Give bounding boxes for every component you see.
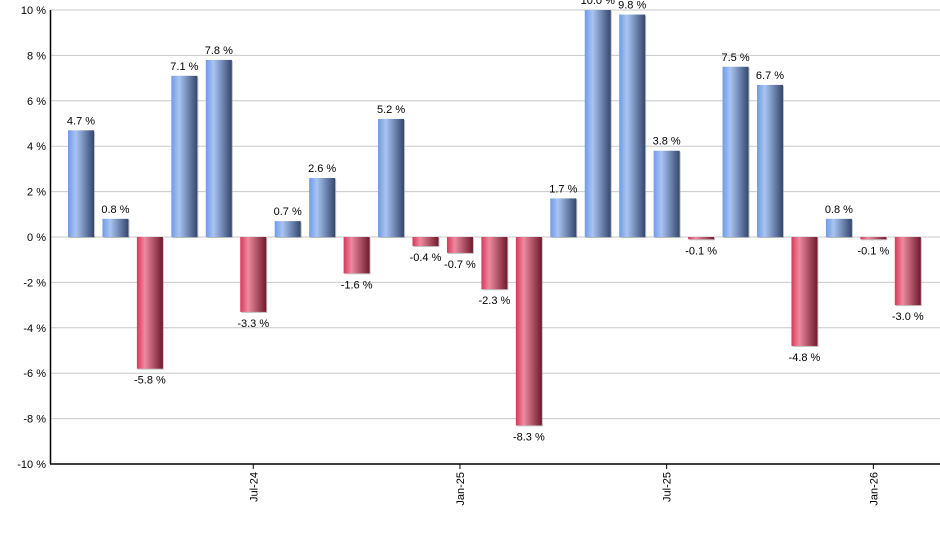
bar: [584, 10, 611, 237]
data-label: 3.8 %: [653, 136, 681, 148]
data-label: 5.2 %: [377, 104, 405, 116]
bars: [68, 10, 922, 427]
bar: [894, 237, 921, 306]
y-tick-label: -4 %: [23, 323, 46, 335]
y-tick-label: 4 %: [27, 141, 46, 153]
bar: [757, 84, 783, 237]
data-label: -2.3 %: [479, 295, 511, 307]
x-tick-label: Jul-25: [662, 472, 674, 502]
data-label: -3.3 %: [237, 318, 269, 330]
bar: [619, 14, 646, 238]
data-label: -0.4 %: [410, 252, 442, 264]
y-tick-label: -6 %: [23, 368, 46, 380]
bar: [412, 237, 439, 247]
data-label: 9.8 %: [618, 0, 646, 12]
bar: [68, 130, 94, 237]
data-label: -4.8 %: [789, 352, 821, 364]
bar: [136, 237, 163, 369]
bar: [550, 198, 577, 237]
x-tick-label: Jan-26: [868, 472, 880, 506]
bar: [102, 218, 129, 237]
data-label: 0.7 %: [274, 206, 302, 218]
data-label: 7.5 %: [721, 52, 749, 64]
data-label: 6.7 %: [756, 70, 784, 82]
bar: [446, 237, 473, 253]
data-label: -0.1 %: [857, 245, 889, 257]
y-tick-label: -8 %: [23, 414, 46, 426]
data-label: 10.0 %: [581, 0, 615, 7]
y-tick-label: 6 %: [27, 96, 46, 108]
bar: [240, 237, 267, 312]
data-label: -3.0 %: [892, 311, 924, 323]
data-label: 1.7 %: [549, 183, 577, 195]
bar: [171, 75, 198, 237]
bar: [722, 66, 749, 237]
bar: [515, 237, 542, 426]
data-label: -1.6 %: [341, 279, 373, 291]
data-label: 2.6 %: [308, 163, 336, 175]
bar: [205, 59, 232, 237]
data-label: -0.7 %: [444, 259, 476, 271]
data-label: -0.1 %: [685, 245, 717, 257]
data-label: 4.7 %: [67, 115, 95, 127]
bar: [825, 218, 852, 237]
y-tick-label: -10 %: [17, 459, 46, 471]
data-label: 7.8 %: [205, 45, 233, 57]
bar: [860, 237, 887, 240]
bar: [791, 237, 818, 346]
bar: [653, 150, 680, 237]
y-tick-label: 8 %: [27, 50, 46, 62]
bar: [309, 177, 336, 237]
x-axis: Jul-24 Jan-25 Jul-25 Jan-26: [50, 463, 940, 506]
data-label: 0.8 %: [101, 204, 129, 216]
x-tick-label: Jan-25: [455, 472, 467, 506]
bar: [343, 237, 370, 274]
y-tick-label: 2 %: [27, 187, 46, 199]
data-label: 0.8 %: [825, 204, 853, 216]
data-label: -8.3 %: [513, 431, 545, 443]
bar: [481, 237, 508, 290]
y-tick-label: -2 %: [23, 277, 46, 289]
x-tick-label: Jul-24: [248, 472, 260, 502]
y-tick-label: 0 %: [27, 232, 46, 244]
data-labels: 4.7 % 0.8 % -5.8 % 7.1 % 7.8 % -3.3 % 0.7 % 2.6…: [67, 0, 924, 443]
bar: [378, 118, 405, 237]
data-label: -5.8 %: [134, 375, 166, 387]
y-tick-label: 10 %: [21, 5, 46, 17]
bar: [274, 221, 301, 237]
bar: [688, 237, 715, 240]
y-axis: -10 % -8 % -6 % -4 % -2 % 0 % 2 % 4 % 6 % 8 % 10 %: [17, 5, 52, 471]
data-label: 7.1 %: [170, 61, 198, 73]
